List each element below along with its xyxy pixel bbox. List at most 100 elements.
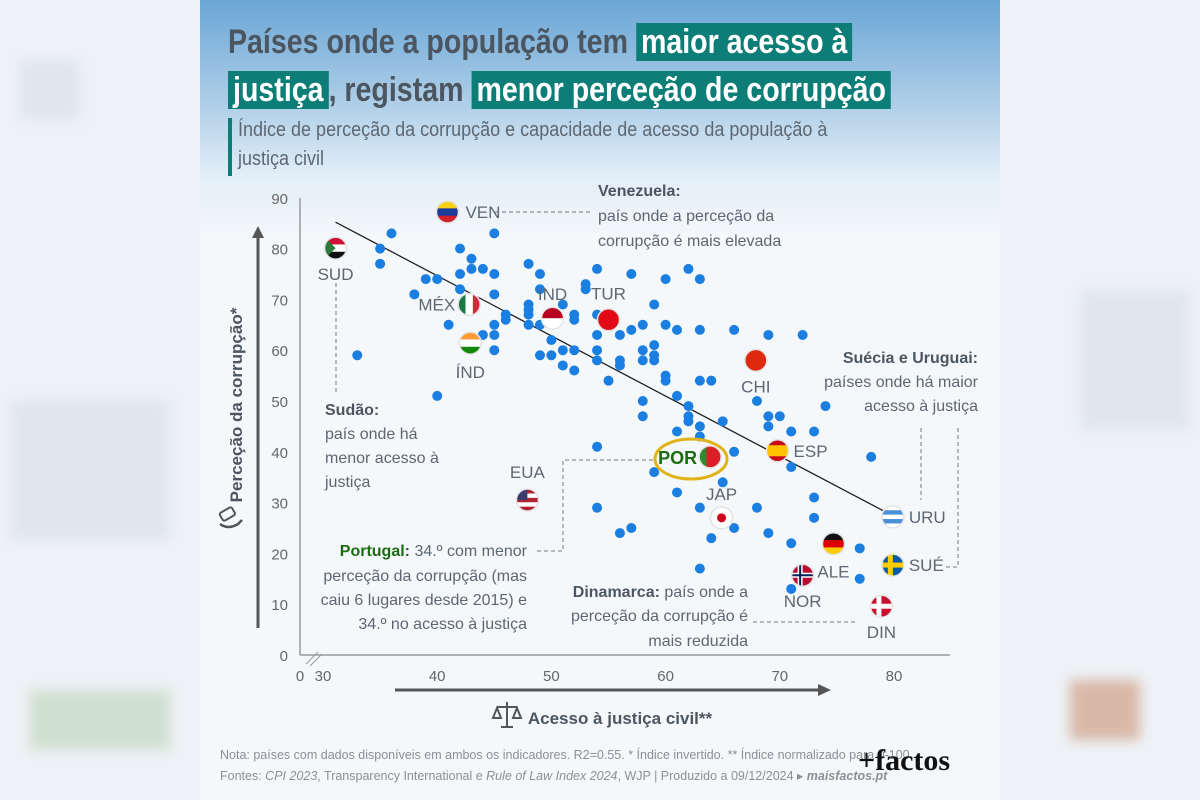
footer-note: Nota: países com dados disponíveis em am… [220,748,914,762]
title-highlight: menor perceção de corrupção [471,71,892,109]
data-point [694,324,705,335]
data-point [626,523,637,533]
data-point [854,573,865,584]
data-point [637,319,648,330]
data-point [546,335,557,346]
annotation-line: acesso à justiça [864,398,978,415]
annotation-title: Dinamarca: [573,584,660,601]
flag-marker-tur: TUR [591,285,626,332]
data-point [763,421,774,432]
flag-icon [458,293,481,316]
data-point [455,243,466,254]
annotation-line: 34.º no acesso à justiça [358,616,527,633]
data-point [477,263,488,274]
background-blur [1070,680,1140,740]
title-text: Países onde a população tem [228,23,628,61]
guide-suecia [944,428,959,568]
annotation-line: caiu 6 lugares desde 2015) e [321,592,527,609]
country-label: ALE [817,563,849,582]
country-label: CHI [741,377,770,396]
data-point [672,324,683,335]
scales-icon [491,702,523,728]
flag-icon [870,595,893,618]
annotation-line: menor acesso à [325,450,439,467]
country-label: VEN [465,203,500,222]
data-point [603,375,614,386]
source-cpi: CPI 2023 [265,769,318,783]
data-point [592,355,603,366]
y-tick-label: 20 [271,546,288,563]
data-point [614,329,625,340]
data-point [786,538,797,549]
data-point [557,360,568,371]
flag-marker-nor: NOR [784,563,822,611]
annotation-title: Sudão: [325,402,379,419]
country-label: IND [538,285,567,304]
data-point [637,355,648,366]
data-point [592,441,603,452]
data-point [546,350,557,361]
flag-marker-ale: ALE [817,531,850,582]
country-label: MÉX [418,295,455,314]
data-point [694,421,705,432]
country-label: ÍND [456,363,485,382]
annotation-line: corrupção é mais elevada [598,233,781,250]
subtitle-accent-bar [228,118,232,176]
data-point [751,502,762,513]
x-axis-label: Acesso à justiça civil** [528,709,713,728]
y-axis-label: Perceção da corrupção* [227,307,246,502]
x-tick-label: 60 [657,668,674,685]
data-point [534,284,545,295]
data-point [637,345,648,356]
flag-icon [541,307,564,330]
data-point [432,274,443,285]
flag-marker-uru: URU [881,505,946,529]
site-link[interactable]: maisfactos.pt [806,769,888,783]
data-point [443,319,454,330]
page-title: Países onde a população tem maior acesso… [228,20,892,112]
data-point [729,446,740,457]
data-point [489,228,500,239]
annotation-line: mais reduzida [648,633,748,650]
data-point [614,528,625,539]
data-point [694,563,705,574]
annotation-line: 34.º com menor [414,543,527,560]
flag-icon [516,489,539,512]
data-point [694,502,705,513]
data-point [592,502,603,513]
data-point [706,375,717,386]
y-tick-label: 0 [280,648,288,665]
title-highlight: maior acesso à [635,23,853,61]
flag-marker-por: POR [658,445,722,469]
annotation-sudao: Sudão: país onde há menor acesso à justi… [324,402,439,491]
data-point [489,345,500,356]
flag-marker-ven: VEN [435,200,500,224]
data-point [569,314,580,325]
subtitle: Índice de perceção da corrupção e capaci… [238,119,828,170]
annotation-guides [335,211,959,623]
data-point [489,329,500,340]
data-point [409,289,420,300]
flag-marker-esp: ESP [765,439,828,463]
x-origin-label: 0 [296,668,304,685]
data-point [786,462,797,473]
data-point [466,253,477,264]
data-point [649,299,660,310]
data-point [592,345,603,356]
country-label: URU [909,508,946,527]
flag-icon [791,564,814,587]
data-point [729,523,740,533]
title-highlight: justiça [228,71,329,109]
data-point [763,528,774,539]
data-point [672,487,683,498]
x-tick-label: 40 [429,668,446,685]
annotation-line: países onde há maior [824,374,979,391]
annotation-suecia-uruguai: Suécia e Uruguai: países onde há maior a… [824,350,979,415]
data-point [455,269,466,279]
title-text: , registam [328,71,464,109]
data-point [375,258,386,269]
background-blur [10,400,170,540]
y-tick-label: 30 [271,496,288,513]
data-point [672,390,683,401]
data-point [569,345,580,356]
